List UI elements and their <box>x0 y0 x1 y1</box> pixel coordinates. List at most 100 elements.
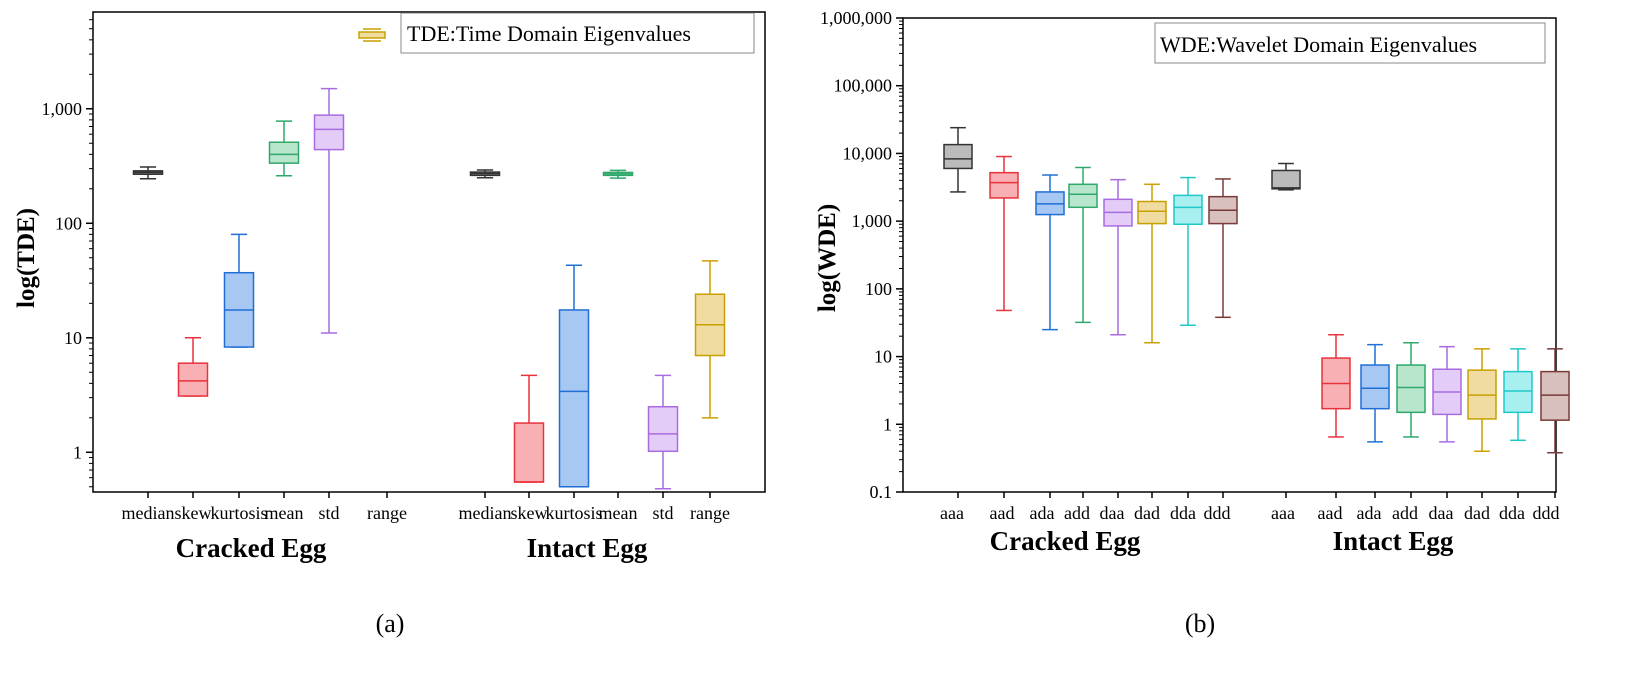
y-tick-label: 1,000,000 <box>820 8 892 28</box>
y-tick-label: 1 <box>73 442 82 462</box>
x-tick-label: kurtosis <box>545 503 602 523</box>
y-tick-label: 100,000 <box>834 76 893 96</box>
caption: (b) <box>1185 609 1215 638</box>
box-daa <box>1432 345 1462 443</box>
group-label: Intact Egg <box>527 533 648 563</box>
box-add <box>1396 341 1426 438</box>
x-tick-label: dad <box>1134 503 1160 523</box>
x-tick-label: median <box>122 503 175 523</box>
x-tick-label: daa <box>1429 503 1454 523</box>
legend-text: TDE:Time Domain Eigenvalues <box>407 21 691 46</box>
box-range <box>694 260 726 419</box>
box-dad <box>1467 348 1497 452</box>
plot-frame <box>902 17 1557 493</box>
box-median <box>469 169 501 179</box>
y-axis-label: log(TDE) <box>13 208 40 308</box>
box-body <box>1360 364 1390 410</box>
box-body <box>989 171 1019 199</box>
box-dda <box>1173 176 1203 327</box>
box-ada <box>1360 343 1390 443</box>
box-body <box>1503 370 1533 414</box>
box-kurtosis <box>558 264 590 488</box>
box-body <box>1540 370 1570 421</box>
y-tick-label: 10,000 <box>843 143 893 163</box>
box-body <box>943 143 973 170</box>
x-tick-label: mean <box>599 503 638 523</box>
box-body <box>513 422 545 483</box>
box-kurtosis <box>223 233 255 348</box>
x-tick-label: aaa <box>1271 503 1295 523</box>
group-label: Intact Egg <box>1333 526 1454 556</box>
legend-box-symbol <box>358 31 386 39</box>
box-skew <box>513 374 545 483</box>
box-ada <box>1035 174 1065 331</box>
plot-frame <box>92 11 766 493</box>
box-aad <box>1321 334 1351 438</box>
box-std <box>313 87 345 334</box>
x-tick-label: std <box>318 503 339 523</box>
y-tick-label: 100 <box>55 213 82 233</box>
chart-b: 0.1 1 10 100 1,000 10,000 100,000 1,000,000 log(… <box>814 8 1570 638</box>
box-std <box>647 374 679 490</box>
legend: TDE:Time Domain Eigenvalues <box>358 12 755 54</box>
box-dad <box>1137 183 1167 344</box>
y-tick-label: 0.1 <box>870 482 893 502</box>
x-tick-label: mean <box>265 503 304 523</box>
box-daa <box>1103 178 1133 336</box>
box-dda <box>1503 348 1533 442</box>
box-body <box>1396 364 1426 414</box>
y-tick-label: 1,000 <box>852 211 893 231</box>
x-tick-label: aad <box>990 503 1015 523</box>
box-aaa <box>943 126 973 193</box>
legend-frame <box>1154 22 1546 64</box>
x-tick-label: range <box>690 503 730 523</box>
box-body <box>558 309 590 488</box>
x-tick-label: ada <box>1357 503 1382 523</box>
box-body <box>647 405 679 453</box>
box-body <box>1271 169 1301 190</box>
x-tick-label: range <box>367 503 407 523</box>
x-tick-label: dad <box>1464 503 1490 523</box>
x-tick-label: std <box>652 503 673 523</box>
legend-frame <box>400 12 755 54</box>
box-ddd <box>1540 348 1570 454</box>
box-add <box>1068 166 1098 324</box>
legend: WDE:Wavelet Domain Eigenvalues <box>1154 22 1546 64</box>
box-skew <box>177 337 209 397</box>
x-tick-label: daa <box>1100 503 1125 523</box>
y-tick-label: 1 <box>883 414 892 434</box>
x-tick-label: add <box>1064 503 1090 523</box>
x-tick-label: skew <box>175 503 212 523</box>
x-tick-label: kurtosis <box>210 503 267 523</box>
box-aaa <box>1271 162 1301 191</box>
caption: (a) <box>376 609 405 638</box>
box-median <box>132 166 164 180</box>
y-tick-label: 1,000 <box>42 99 83 119</box>
x-tick-label: skew <box>511 503 548 523</box>
y-tick-label: 10 <box>64 328 82 348</box>
box-body <box>268 141 300 164</box>
box-body <box>313 114 345 151</box>
box-mean <box>602 169 634 179</box>
box-body <box>1068 183 1098 209</box>
group-label: Cracked Egg <box>176 533 327 563</box>
box-ddd <box>1208 178 1238 319</box>
box-body <box>1173 194 1203 225</box>
x-tick-label: ddd <box>1204 503 1231 523</box>
x-tick-label: add <box>1392 503 1418 523</box>
y-axis-label: log(WDE) <box>814 204 841 312</box>
x-tick-label: dda <box>1170 503 1196 523</box>
box-mean <box>268 120 300 177</box>
x-tick-label: aaa <box>940 503 964 523</box>
x-tick-label: dda <box>1499 503 1525 523</box>
x-tick-label: ddd <box>1533 503 1560 523</box>
y-tick-label: 10 <box>874 347 892 367</box>
box-body <box>1137 200 1167 225</box>
x-tick-label: ada <box>1030 503 1055 523</box>
x-tick-label: aad <box>1318 503 1343 523</box>
x-tick-label: median <box>459 503 512 523</box>
y-tick-label: 100 <box>865 279 892 299</box>
legend-text: WDE:Wavelet Domain Eigenvalues <box>1160 32 1477 57</box>
